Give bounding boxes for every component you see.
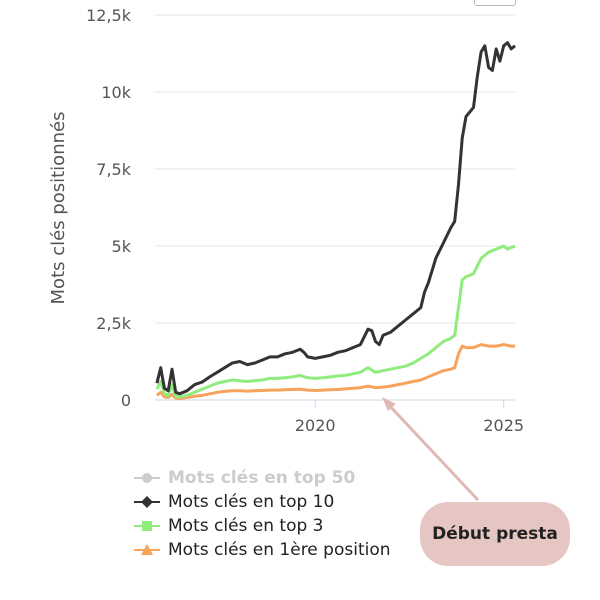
series-line-2 [155,244,516,399]
series-line-1 [155,41,516,396]
callout-debut-presta: Début presta [420,502,570,566]
legend: Mots clés en top 50 Mots clés en top 10 … [132,466,391,562]
y-tick-label: 7,5k [96,160,131,179]
y-axis-title: Mots clés positionnés [48,112,69,305]
legend-label: Mots clés en top 3 [168,516,324,536]
legend-item-top10[interactable]: Mots clés en top 10 [132,490,391,514]
triangle-marker-icon [134,544,160,555]
y-tick-label: 0 [121,391,131,410]
circle-marker-icon [134,473,160,483]
legend-label: Mots clés en 1ère position [168,540,391,560]
legend-item-top3[interactable]: Mots clés en top 3 [132,514,391,538]
chart-menu-button[interactable] [474,0,516,6]
x-tick-label: 2025 [483,416,524,435]
y-tick-label: 5k [112,237,132,256]
axes: 0 2,5k 5k 7,5k 10k 12,5k 2020 2025 Mots clés pos… [48,6,524,435]
diamond-marker-icon [134,496,160,508]
arrow-shaft [384,400,480,502]
x-tick-label: 2020 [295,416,336,435]
callout-label: Début presta [432,524,558,544]
y-tick-label: 10k [101,83,131,102]
series-line-3 [155,343,515,400]
y-tick-label: 2,5k [96,314,131,333]
square-marker-icon [134,521,160,531]
arrow-head-icon [382,397,396,411]
legend-item-first-position[interactable]: Mots clés en 1ère position [132,538,391,562]
grid-lines [155,14,515,401]
callout-arrow [382,397,480,502]
legend-label: Mots clés en top 10 [168,492,335,512]
series-lines [155,41,516,400]
legend-label: Mots clés en top 50 [168,468,356,488]
y-tick-label: 12,5k [86,6,132,25]
legend-item-top50[interactable]: Mots clés en top 50 [132,466,391,490]
